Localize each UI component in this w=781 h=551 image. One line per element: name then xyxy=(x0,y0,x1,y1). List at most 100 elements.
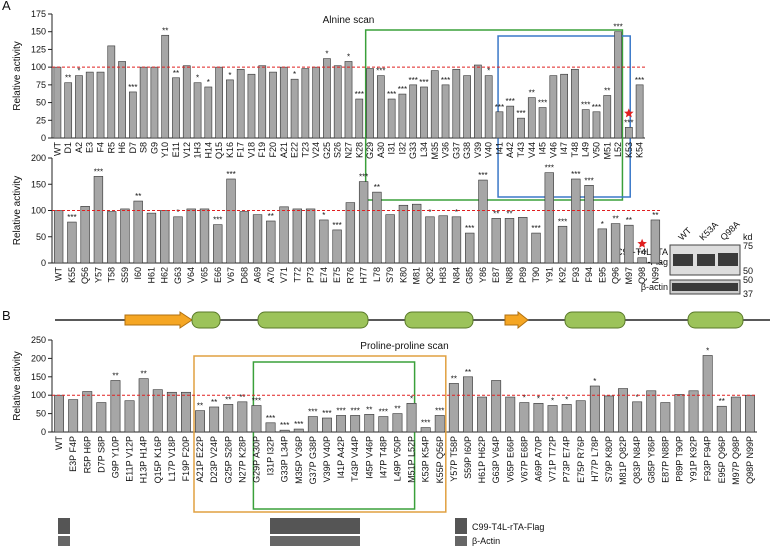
bar xyxy=(173,216,183,264)
x-tick-label: V71 xyxy=(279,267,289,283)
x-tick-label: Q96 xyxy=(611,267,621,284)
x-tick-label: M97P Q98P xyxy=(731,436,741,485)
x-tick-label: G37 xyxy=(451,142,461,159)
significance: ** xyxy=(65,74,71,83)
x-tick-label: G29 xyxy=(365,142,375,159)
helix xyxy=(564,311,626,329)
bar xyxy=(531,232,541,264)
bar xyxy=(544,172,554,264)
significance: * xyxy=(487,67,490,76)
significance: * xyxy=(176,208,179,217)
x-tick-label: H83 xyxy=(438,267,448,284)
bar xyxy=(213,224,223,264)
x-tick-label: H61P H62P xyxy=(477,436,487,483)
x-tick-label: K80 xyxy=(398,267,408,283)
bar xyxy=(398,204,409,264)
bar xyxy=(226,79,234,139)
y-axis-label: Relative activity xyxy=(12,351,23,420)
x-tick-label: G85 xyxy=(465,267,475,284)
bar xyxy=(557,225,568,264)
x-tick-label: E74 xyxy=(319,267,329,283)
x-tick-label: V50 xyxy=(591,142,601,158)
bar xyxy=(106,211,117,264)
y-tick-label: 125 xyxy=(31,44,46,54)
x-tick-label: G38 xyxy=(462,142,472,159)
y-tick-label: 0 xyxy=(41,427,46,437)
x-tick-label: WT xyxy=(52,142,62,156)
bar xyxy=(139,66,148,139)
bar xyxy=(180,391,191,433)
bar xyxy=(120,208,130,264)
bar xyxy=(290,78,299,139)
x-tick-label: E95 xyxy=(597,267,607,283)
x-tick-label: F19 xyxy=(257,142,267,158)
bar xyxy=(186,208,196,264)
significance: *** xyxy=(545,164,554,173)
significance: *** xyxy=(558,217,567,226)
bar xyxy=(269,71,277,139)
x-tick-label: Y86 xyxy=(478,267,488,283)
bar xyxy=(378,416,389,433)
x-tick-label: G85P Y86P xyxy=(646,436,656,483)
significance: *** xyxy=(398,85,407,94)
x-tick-label: F94 xyxy=(584,267,594,283)
bar xyxy=(495,111,504,139)
significance: *** xyxy=(336,406,345,415)
significance: * xyxy=(537,394,540,403)
x-tick-label: A30 xyxy=(376,142,386,158)
x-tick-label: H61 xyxy=(146,267,156,284)
bar xyxy=(452,68,461,139)
significance: ** xyxy=(268,212,274,221)
significance: * xyxy=(523,394,526,403)
bar xyxy=(603,395,614,433)
significance: ** xyxy=(529,89,535,98)
x-tick-label: K55P Q56P xyxy=(435,436,445,483)
x-tick-label: A69 xyxy=(253,267,263,283)
bar xyxy=(332,229,342,264)
bar xyxy=(618,388,629,433)
x-tick-label: P73P E74P xyxy=(562,436,572,482)
x-tick-label: K92 xyxy=(558,267,568,283)
marker: 37 xyxy=(743,289,753,299)
bar xyxy=(336,415,347,433)
bar xyxy=(226,178,236,264)
bar xyxy=(420,427,431,433)
bar xyxy=(321,417,332,433)
x-tick-label: Y57 xyxy=(93,267,103,283)
significance: ** xyxy=(366,405,372,414)
x-tick-label: E11 xyxy=(171,142,181,157)
x-tick-label: H6 xyxy=(117,142,127,154)
bar xyxy=(646,390,657,433)
bar xyxy=(160,210,170,264)
bar xyxy=(323,58,331,139)
band xyxy=(270,536,360,546)
helix xyxy=(687,311,744,329)
bar xyxy=(744,394,755,433)
x-tick-label: Q98P N99P xyxy=(745,436,755,484)
significance: *** xyxy=(332,221,341,230)
x-tick-label: S79P K80P xyxy=(604,436,614,482)
bar xyxy=(266,220,276,264)
bar xyxy=(364,414,375,433)
x-tick-label: V65P E66P xyxy=(505,436,515,482)
chart-title: Proline-proline scan xyxy=(360,341,448,352)
bar xyxy=(484,75,493,139)
bar xyxy=(463,75,471,139)
significance: *** xyxy=(280,421,289,430)
x-tick-label: F4 xyxy=(96,142,106,153)
bar xyxy=(650,219,661,264)
x-tick-label: S8 xyxy=(139,142,149,153)
bar xyxy=(420,86,428,139)
bar xyxy=(474,64,482,139)
x-tick-label: G25 xyxy=(322,142,332,159)
helix xyxy=(404,311,474,329)
significance: * xyxy=(593,377,596,386)
x-tick-label: A21 xyxy=(279,142,289,158)
y-tick-label: 100 xyxy=(31,62,46,72)
y-tick-label: 200 xyxy=(31,353,46,363)
band xyxy=(270,518,360,534)
x-tick-label: T23 xyxy=(300,142,310,158)
bar xyxy=(716,405,727,433)
beta-strand xyxy=(124,311,193,329)
